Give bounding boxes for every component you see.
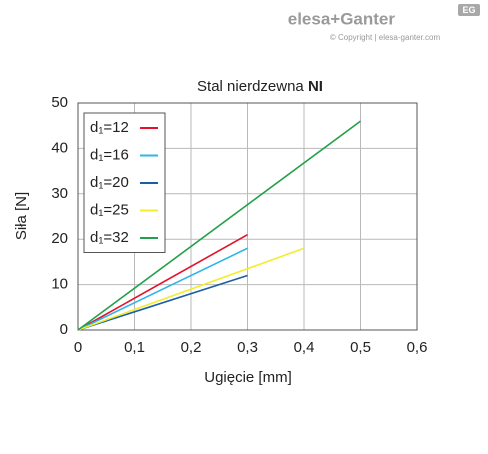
x-tick-label: 0,1 <box>124 339 145 356</box>
chart-title: Stal nierdzewna NI <box>197 78 323 95</box>
x-tick-label: 0,2 <box>181 339 202 356</box>
legend-label: d₁=20 <box>90 174 129 191</box>
logo-brand: elesa+Ganter <box>288 9 396 28</box>
logo-badge: EG <box>462 5 475 15</box>
legend-label: d₁=32 <box>90 229 129 246</box>
x-tick-label: 0,6 <box>407 339 428 356</box>
y-tick-label: 30 <box>51 185 68 202</box>
y-tick-label: 10 <box>51 276 68 293</box>
x-tick-label: 0,5 <box>350 339 371 356</box>
series-line <box>77 247 305 331</box>
series-line <box>77 274 248 331</box>
x-tick-label: 0,4 <box>294 339 315 356</box>
plot-frame <box>77 102 418 331</box>
title-text: Stal nierdzewna <box>197 78 304 95</box>
y-tick-label: 40 <box>51 139 68 156</box>
series-line <box>77 233 248 331</box>
copyright: © Copyright | elesa-ganter.com <box>330 33 441 42</box>
y-tick-label: 50 <box>51 94 68 111</box>
series-line <box>77 120 361 331</box>
legend-label: d₁=16 <box>90 146 129 163</box>
series-line <box>77 247 248 331</box>
legend-label: d₁=12 <box>90 119 129 136</box>
title-bold: NI <box>308 78 323 95</box>
y-tick-label: 20 <box>51 230 68 247</box>
x-axis-label: Ugięcie [mm] <box>204 369 292 386</box>
y-axis-label: Siła [N] <box>13 192 30 240</box>
legend-label: d₁=25 <box>90 201 129 218</box>
x-tick-label: 0,3 <box>237 339 258 356</box>
y-tick-label: 0 <box>60 321 68 338</box>
x-tick-label: 0 <box>74 339 82 356</box>
logo-badge-box <box>458 4 480 16</box>
